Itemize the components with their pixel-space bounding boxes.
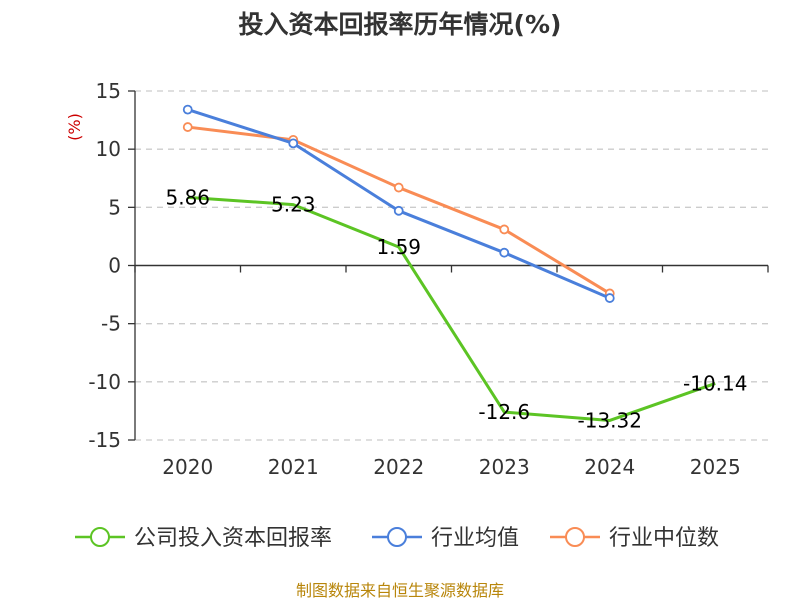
legend-label-2: 行业中位数 bbox=[609, 526, 719, 551]
series-line-1 bbox=[187, 108, 611, 300]
legend: 公司投入资本回报率 行业均值 行业中位数 bbox=[75, 526, 719, 551]
data-label: 5.86 bbox=[165, 185, 210, 209]
data-label: -10.14 bbox=[683, 371, 747, 395]
series-point-2 bbox=[182, 122, 193, 132]
axes: 15 10 5 0 -5 -10 -15 2020 2021 2022 2023 2024 2025 bbox=[88, 79, 769, 479]
data-label: -12.6 bbox=[478, 400, 530, 424]
legend-label-1: 行业均值 bbox=[431, 526, 519, 551]
y-tick-label: 10 bbox=[96, 137, 121, 161]
data-label: 5.23 bbox=[271, 193, 316, 217]
y-tick-label: -15 bbox=[88, 428, 121, 452]
source-note: 制图数据来自恒生聚源数据库 bbox=[296, 581, 504, 600]
series-point-1 bbox=[604, 293, 615, 303]
series-point-1 bbox=[182, 104, 193, 115]
x-tick-label: 2025 bbox=[690, 455, 741, 479]
y-tick-label: -10 bbox=[88, 370, 121, 394]
series-point-2 bbox=[393, 182, 404, 193]
x-tick-label: 2020 bbox=[162, 455, 213, 479]
y-tick-label: 15 bbox=[96, 79, 121, 103]
x-tick-label: 2021 bbox=[268, 455, 319, 479]
series-point-1 bbox=[288, 138, 299, 149]
y-tick-label: 5 bbox=[108, 195, 121, 219]
x-tick-label: 2023 bbox=[479, 455, 530, 479]
legend-label-0: 公司投入资本回报率 bbox=[134, 526, 332, 551]
data-label: -13.32 bbox=[578, 408, 642, 432]
x-tick-label: 2024 bbox=[584, 455, 635, 479]
series-point-2 bbox=[499, 224, 510, 235]
series-point-1 bbox=[393, 205, 404, 216]
y-tick-label: 0 bbox=[108, 254, 121, 278]
legend-marker-0 bbox=[90, 527, 110, 547]
series-group bbox=[182, 104, 716, 422]
series-line-0 bbox=[187, 195, 716, 422]
data-label: 1.59 bbox=[376, 235, 421, 259]
x-tick-label: 2022 bbox=[373, 455, 424, 479]
data-labels: 5.86 5.23 1.59 -12.6 -13.32 -10.14 bbox=[165, 185, 747, 432]
y-axis-label: (%) bbox=[65, 113, 84, 141]
series-point-1 bbox=[499, 247, 510, 258]
chart-title: 投入资本回报率历年情况(%) bbox=[239, 10, 562, 39]
y-tick-label: -5 bbox=[101, 312, 121, 336]
legend-marker-2 bbox=[565, 527, 585, 547]
legend-marker-1 bbox=[387, 527, 407, 547]
